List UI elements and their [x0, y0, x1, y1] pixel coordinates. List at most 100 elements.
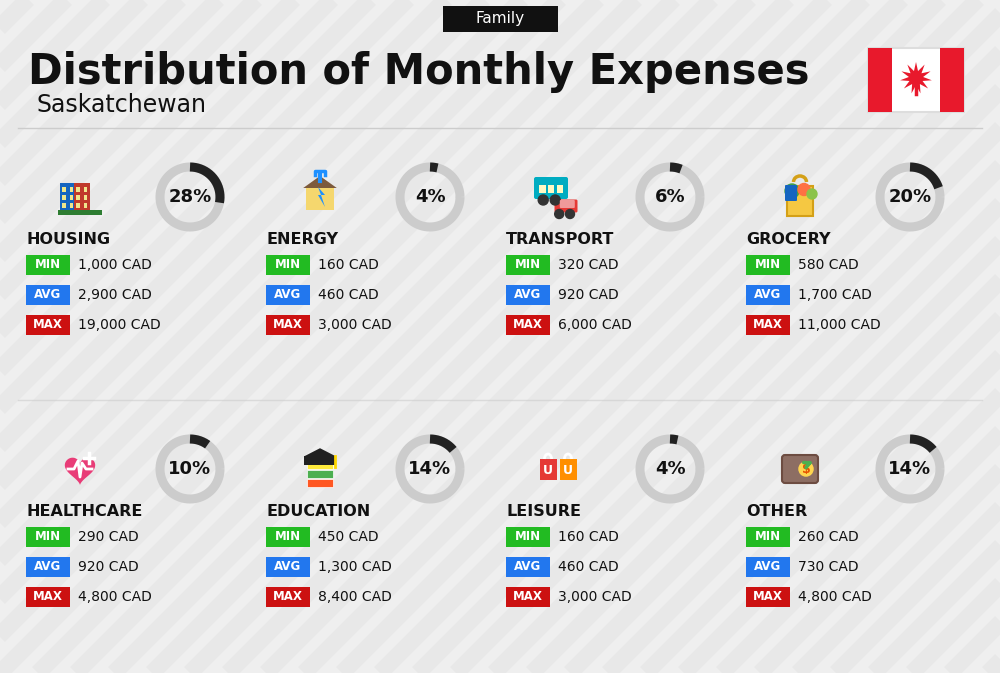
FancyBboxPatch shape: [746, 587, 790, 607]
FancyBboxPatch shape: [266, 315, 310, 335]
Text: MAX: MAX: [33, 318, 63, 332]
Text: AVG: AVG: [514, 561, 542, 573]
FancyBboxPatch shape: [76, 187, 80, 192]
Text: AVG: AVG: [34, 289, 62, 302]
Text: AVG: AVG: [754, 289, 782, 302]
Text: 260 CAD: 260 CAD: [798, 530, 859, 544]
Text: TRANSPORT: TRANSPORT: [506, 232, 614, 248]
Text: GROCERY: GROCERY: [746, 232, 830, 248]
Text: 460 CAD: 460 CAD: [318, 288, 379, 302]
FancyBboxPatch shape: [84, 194, 87, 200]
FancyBboxPatch shape: [506, 527, 550, 547]
Text: AVG: AVG: [514, 289, 542, 302]
Circle shape: [566, 209, 574, 219]
Circle shape: [799, 462, 813, 476]
FancyBboxPatch shape: [266, 587, 310, 607]
Text: 3,000 CAD: 3,000 CAD: [558, 590, 632, 604]
Polygon shape: [305, 448, 335, 456]
FancyBboxPatch shape: [506, 587, 550, 607]
Circle shape: [555, 209, 564, 219]
Text: 4,800 CAD: 4,800 CAD: [798, 590, 872, 604]
FancyBboxPatch shape: [70, 194, 73, 200]
FancyBboxPatch shape: [76, 194, 80, 200]
Polygon shape: [65, 458, 95, 485]
FancyBboxPatch shape: [26, 557, 70, 577]
Text: 10%: 10%: [168, 460, 212, 478]
Text: HOUSING: HOUSING: [26, 232, 110, 248]
Text: MIN: MIN: [35, 258, 61, 271]
Text: OTHER: OTHER: [746, 505, 807, 520]
FancyBboxPatch shape: [58, 210, 102, 215]
Text: AVG: AVG: [274, 289, 302, 302]
FancyBboxPatch shape: [266, 285, 310, 305]
FancyBboxPatch shape: [746, 255, 790, 275]
Text: MIN: MIN: [515, 530, 541, 544]
FancyBboxPatch shape: [746, 315, 790, 335]
Text: 11,000 CAD: 11,000 CAD: [798, 318, 881, 332]
Text: Saskatchewan: Saskatchewan: [36, 93, 206, 117]
Text: 4,800 CAD: 4,800 CAD: [78, 590, 152, 604]
Text: 14%: 14%: [888, 460, 932, 478]
Circle shape: [550, 195, 560, 205]
Text: MAX: MAX: [273, 590, 303, 604]
FancyBboxPatch shape: [746, 557, 790, 577]
Text: 920 CAD: 920 CAD: [78, 560, 139, 574]
Text: 6,000 CAD: 6,000 CAD: [558, 318, 632, 332]
FancyBboxPatch shape: [307, 470, 333, 478]
Circle shape: [785, 184, 799, 198]
Text: 730 CAD: 730 CAD: [798, 560, 859, 574]
Text: 580 CAD: 580 CAD: [798, 258, 859, 272]
FancyBboxPatch shape: [26, 527, 70, 547]
FancyBboxPatch shape: [540, 458, 556, 479]
Text: MAX: MAX: [753, 318, 783, 332]
FancyBboxPatch shape: [554, 199, 578, 213]
Text: MIN: MIN: [275, 530, 301, 544]
FancyBboxPatch shape: [548, 185, 554, 193]
FancyBboxPatch shape: [304, 456, 336, 465]
Text: MAX: MAX: [513, 318, 543, 332]
Text: 160 CAD: 160 CAD: [558, 530, 619, 544]
Text: 460 CAD: 460 CAD: [558, 560, 619, 574]
Circle shape: [807, 189, 817, 199]
FancyBboxPatch shape: [266, 557, 310, 577]
Text: MIN: MIN: [35, 530, 61, 544]
Text: $: $: [802, 462, 810, 476]
Text: 20%: 20%: [888, 188, 932, 206]
Text: MAX: MAX: [753, 590, 783, 604]
FancyBboxPatch shape: [74, 183, 90, 211]
FancyBboxPatch shape: [84, 187, 87, 192]
Text: MAX: MAX: [33, 590, 63, 604]
Text: 1,700 CAD: 1,700 CAD: [798, 288, 872, 302]
Text: LEISURE: LEISURE: [506, 505, 581, 520]
FancyBboxPatch shape: [26, 587, 70, 607]
Text: 28%: 28%: [168, 188, 212, 206]
FancyBboxPatch shape: [746, 527, 790, 547]
FancyBboxPatch shape: [266, 527, 310, 547]
FancyBboxPatch shape: [84, 203, 87, 208]
FancyBboxPatch shape: [560, 200, 575, 208]
Text: 450 CAD: 450 CAD: [318, 530, 379, 544]
Text: MIN: MIN: [755, 530, 781, 544]
FancyBboxPatch shape: [26, 315, 70, 335]
FancyBboxPatch shape: [782, 455, 818, 483]
Text: MIN: MIN: [515, 258, 541, 271]
Text: 920 CAD: 920 CAD: [558, 288, 619, 302]
FancyBboxPatch shape: [746, 285, 790, 305]
FancyBboxPatch shape: [26, 285, 70, 305]
FancyBboxPatch shape: [306, 188, 334, 210]
FancyBboxPatch shape: [442, 6, 558, 32]
FancyBboxPatch shape: [307, 479, 333, 487]
Text: Distribution of Monthly Expenses: Distribution of Monthly Expenses: [28, 51, 810, 93]
Text: 320 CAD: 320 CAD: [558, 258, 619, 272]
FancyBboxPatch shape: [26, 255, 70, 275]
FancyBboxPatch shape: [506, 315, 550, 335]
Text: 2,900 CAD: 2,900 CAD: [78, 288, 152, 302]
Text: 1,300 CAD: 1,300 CAD: [318, 560, 392, 574]
Polygon shape: [318, 187, 325, 207]
Text: U: U: [543, 464, 553, 478]
Text: MAX: MAX: [273, 318, 303, 332]
FancyBboxPatch shape: [76, 203, 80, 208]
FancyBboxPatch shape: [70, 203, 73, 208]
Circle shape: [538, 195, 548, 205]
FancyBboxPatch shape: [868, 48, 964, 112]
